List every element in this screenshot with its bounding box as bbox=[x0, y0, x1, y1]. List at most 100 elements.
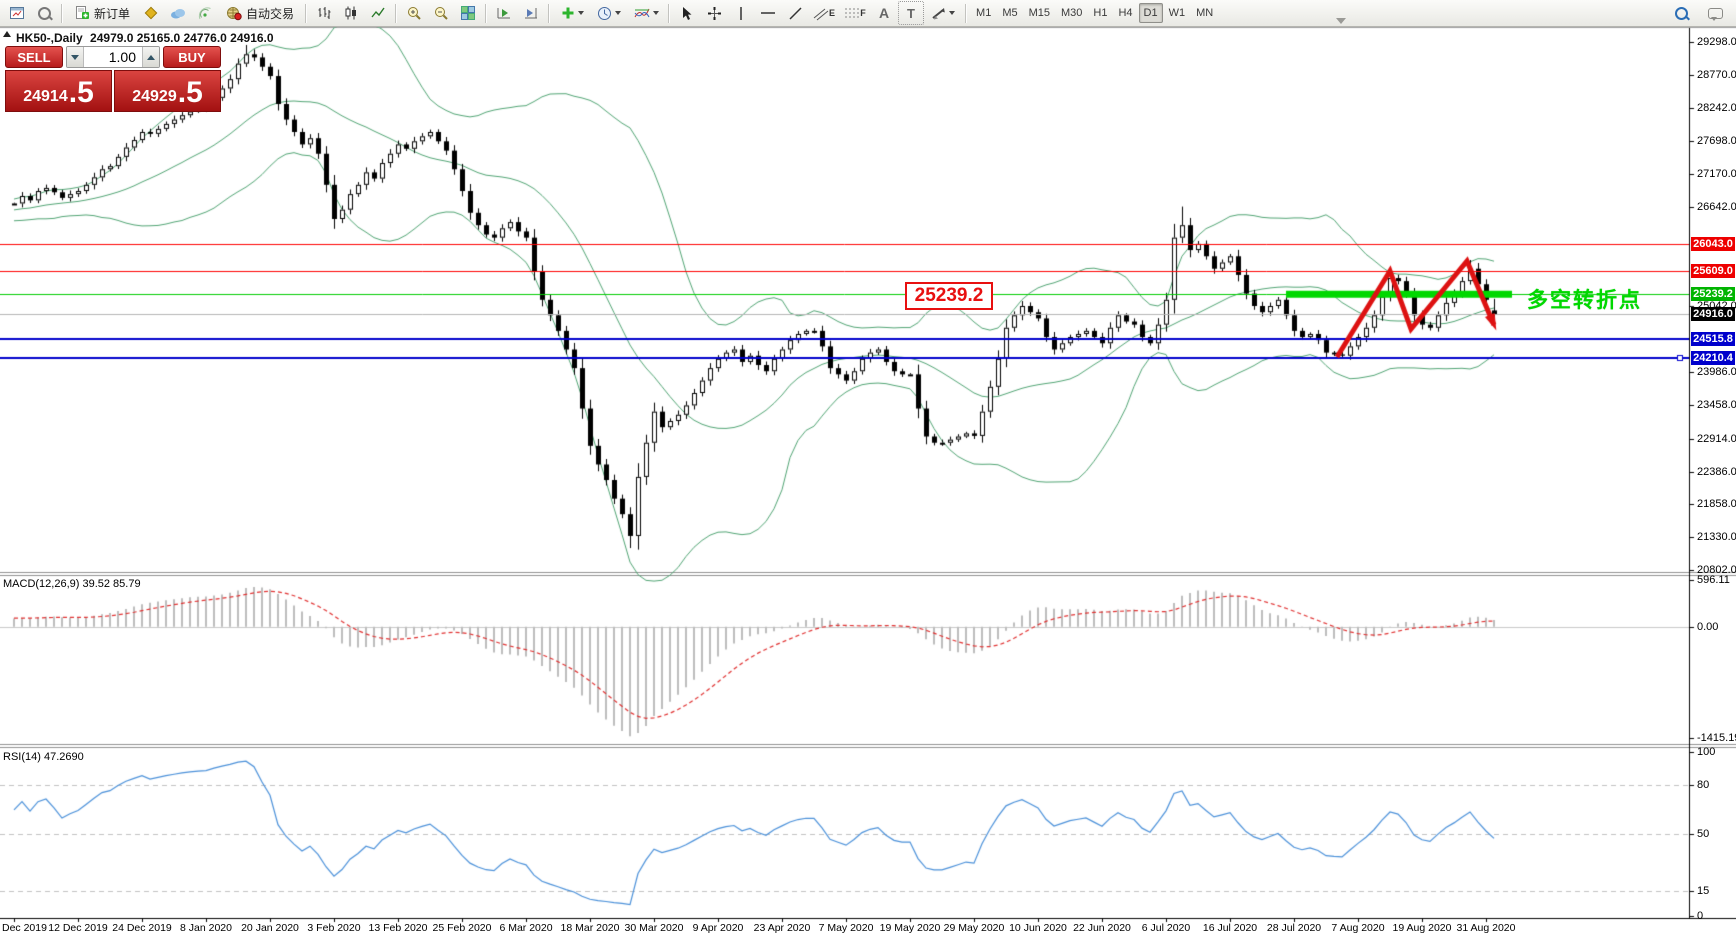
sell-button[interactable]: SELL bbox=[5, 46, 63, 68]
line-chart-type-icon[interactable] bbox=[365, 1, 391, 25]
volume-decrease-button[interactable] bbox=[67, 47, 84, 67]
chart-symbol-period: HK50-,Daily bbox=[16, 31, 83, 45]
date-axis-tick: 25 Feb 2020 bbox=[432, 922, 492, 934]
date-axis-tick: 3 Feb 2020 bbox=[307, 922, 361, 934]
ask-price-panel[interactable]: 24929 .5 bbox=[114, 70, 221, 112]
date-axis-tick: 16 Jul 2020 bbox=[1202, 922, 1258, 934]
price-badge: 25609.0 bbox=[1691, 264, 1735, 279]
date-axis-tick: 23 Apr 2020 bbox=[753, 922, 811, 934]
buy-button[interactable]: BUY bbox=[163, 46, 221, 68]
channel-letter: E bbox=[829, 8, 836, 18]
dropdown-arrow-icon bbox=[577, 11, 584, 15]
toolbar-right-group bbox=[1668, 1, 1732, 25]
macd-axis-tick: 0.00 bbox=[1697, 620, 1719, 633]
bid-price-main: 24914 bbox=[23, 88, 68, 105]
horizontal-line-tool-icon[interactable] bbox=[755, 1, 781, 25]
date-axis-tick: 30 Mar 2020 bbox=[624, 922, 684, 934]
new-chart-icon[interactable] bbox=[4, 1, 30, 25]
search-icon[interactable] bbox=[1668, 1, 1694, 25]
price-axis-tick: 21858.0 bbox=[1697, 498, 1736, 511]
community-icon[interactable] bbox=[165, 1, 191, 25]
date-axis-tick: Dec 2019 bbox=[2, 922, 47, 934]
tile-windows-icon[interactable] bbox=[455, 1, 481, 25]
date-axis-tick: 9 Apr 2020 bbox=[692, 922, 744, 934]
shapes-button[interactable] bbox=[925, 1, 961, 25]
chart-shift-icon[interactable] bbox=[518, 1, 544, 25]
vertical-line-tool-icon[interactable] bbox=[728, 1, 754, 25]
timeframe-MN[interactable]: MN bbox=[1191, 3, 1218, 23]
date-axis-tick: 22 Jun 2020 bbox=[1073, 922, 1131, 934]
rsi-axis-tick: 15 bbox=[1697, 885, 1710, 898]
cursor-icon[interactable] bbox=[674, 1, 700, 25]
toolbar-separator bbox=[485, 3, 488, 23]
timeframe-H1[interactable]: H1 bbox=[1088, 3, 1112, 23]
zoom-out-icon[interactable] bbox=[428, 1, 454, 25]
price-axis-tick: 27698.0 bbox=[1697, 135, 1736, 148]
macd-label: MACD(12,26,9) 39.52 85.79 bbox=[3, 578, 141, 590]
volume-input[interactable]: 1.00 bbox=[108, 49, 136, 65]
date-axis-tick: 10 Jun 2020 bbox=[1009, 922, 1067, 934]
price-axis-tick: 23986.0 bbox=[1697, 366, 1736, 379]
ask-price-main: 24929 bbox=[132, 88, 177, 105]
autotrading-label: 自动交易 bbox=[246, 6, 295, 21]
support-price-label[interactable]: 25239.2 bbox=[905, 282, 993, 310]
toolbar-separator bbox=[61, 3, 63, 23]
add-indicator-button[interactable] bbox=[554, 1, 590, 25]
rsi-axis-tick: 100 bbox=[1697, 746, 1716, 758]
period-selector-button[interactable] bbox=[591, 1, 627, 25]
autotrading-button[interactable]: 自动交易 bbox=[219, 2, 301, 24]
zoom-in-icon[interactable] bbox=[401, 1, 427, 25]
crosshair-icon[interactable] bbox=[701, 1, 727, 25]
one-click-trading-panel: SELL 1.00 BUY 24914 .5 24929 .5 bbox=[5, 46, 221, 112]
timeframe-M30[interactable]: M30 bbox=[1056, 3, 1087, 23]
trendline-tool-icon[interactable] bbox=[782, 1, 808, 25]
turning-point-annotation[interactable]: 多空转折点 bbox=[1527, 289, 1642, 312]
auto-scroll-icon[interactable] bbox=[491, 1, 517, 25]
chat-icon[interactable] bbox=[1702, 1, 1728, 25]
chart-collapse-arrow-icon[interactable] bbox=[1336, 18, 1346, 24]
timeframe-D1[interactable]: D1 bbox=[1138, 3, 1163, 23]
bid-price-fraction: .5 bbox=[68, 76, 94, 109]
bar-chart-type-icon[interactable] bbox=[311, 1, 337, 25]
price-axis-tick: 21330.0 bbox=[1697, 531, 1736, 544]
date-axis-tick: 18 Mar 2020 bbox=[560, 922, 620, 934]
date-axis-tick: 19 May 2020 bbox=[879, 922, 941, 934]
text-tool-icon[interactable]: A bbox=[878, 5, 890, 21]
price-axis-tick: 22386.0 bbox=[1697, 465, 1736, 478]
signals-icon[interactable] bbox=[192, 1, 218, 25]
dropdown-arrow-icon bbox=[949, 11, 956, 15]
toolbar-separator bbox=[548, 3, 551, 23]
fibonacci-tool-icon[interactable]: F bbox=[840, 1, 870, 25]
timeframe-W1[interactable]: W1 bbox=[1164, 3, 1191, 23]
date-axis-tick: 31 Aug 2020 bbox=[1456, 922, 1516, 934]
candlestick-chart-type-icon[interactable] bbox=[338, 1, 364, 25]
bid-price-panel[interactable]: 24914 .5 bbox=[5, 70, 112, 112]
toolbar-separator bbox=[305, 3, 308, 23]
rsi-axis-tick: 0 bbox=[1697, 910, 1704, 922]
triangle-down-icon bbox=[71, 54, 79, 60]
equidistant-channel-tool-icon[interactable]: E bbox=[809, 1, 839, 25]
timeframe-M15[interactable]: M15 bbox=[1024, 3, 1055, 23]
price-axis-tick: 23458.0 bbox=[1697, 398, 1736, 411]
chart-ohlc-values: 24979.0 25165.0 24776.0 24916.0 bbox=[90, 31, 274, 45]
rsi-axis-tick: 50 bbox=[1697, 828, 1710, 840]
price-axis-tick: 27170.0 bbox=[1697, 168, 1736, 181]
timeframe-M1[interactable]: M1 bbox=[971, 3, 996, 23]
rsi-axis-tick: 80 bbox=[1697, 778, 1710, 791]
timeframe-M5[interactable]: M5 bbox=[997, 3, 1022, 23]
profiles-icon[interactable] bbox=[31, 1, 57, 25]
text-label-tool-icon[interactable]: T bbox=[898, 1, 925, 25]
metaeditor-icon[interactable] bbox=[138, 1, 164, 25]
macd-axis-tick: 596.11 bbox=[1697, 574, 1730, 586]
timeframe-H4[interactable]: H4 bbox=[1113, 3, 1137, 23]
one-click-panel-toggle-icon[interactable] bbox=[3, 31, 11, 37]
new-order-button[interactable]: 新订单 bbox=[67, 2, 137, 24]
date-axis-tick: 29 May 2020 bbox=[943, 922, 1005, 934]
price-axis-tick: 28770.0 bbox=[1697, 68, 1736, 81]
rsi-label: RSI(14) 47.2690 bbox=[3, 751, 84, 763]
volume-increase-button[interactable] bbox=[142, 47, 159, 67]
template-button[interactable] bbox=[628, 1, 664, 25]
fibo-letter: F bbox=[860, 8, 866, 18]
new-order-label: 新订单 bbox=[94, 6, 131, 21]
